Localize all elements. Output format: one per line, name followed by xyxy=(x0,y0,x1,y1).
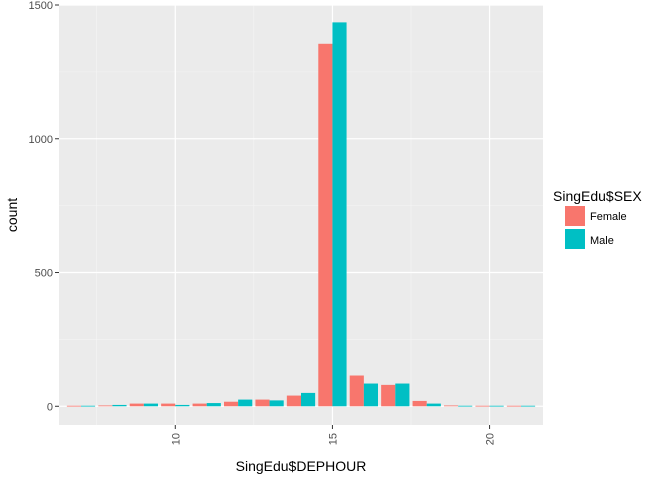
x-axis-title: SingEdu$DEPHOUR xyxy=(236,458,367,474)
bar-female-19 xyxy=(444,405,459,407)
bar-female-7 xyxy=(66,405,81,407)
legend-label-female: Female xyxy=(590,211,627,223)
bar-male-19 xyxy=(458,405,473,407)
legend-key-male xyxy=(565,229,585,249)
y-tick-label: 0 xyxy=(47,401,53,413)
x-tick-label: 10 xyxy=(170,433,182,445)
bar-female-8 xyxy=(98,405,113,407)
bar-female-11 xyxy=(192,403,207,407)
y-axis-ticks: 0 500 1000 1500 xyxy=(29,0,59,413)
x-axis-ticks: 10 15 20 xyxy=(170,425,497,445)
grid-minor xyxy=(59,5,543,425)
y-tick-label: 1000 xyxy=(29,134,53,146)
bar-female-14 xyxy=(286,395,301,407)
bar-male-14 xyxy=(301,392,316,407)
bar-female-13 xyxy=(255,399,270,407)
panel-background xyxy=(59,5,543,425)
y-tick-label: 1500 xyxy=(29,0,53,12)
bar-female-15 xyxy=(318,43,333,407)
bar-female-9 xyxy=(129,403,144,407)
legend: SingEdu$SEX Female Male xyxy=(553,188,642,249)
bar-female-21 xyxy=(506,405,521,407)
bar-male-18 xyxy=(426,403,441,407)
y-tick-label: 500 xyxy=(35,268,53,280)
bar-male-10 xyxy=(175,404,190,407)
bar-male-20 xyxy=(489,405,504,407)
bar-female-12 xyxy=(224,401,239,407)
bar-male-13 xyxy=(269,400,284,407)
bar-male-8 xyxy=(112,404,127,407)
bar-female-10 xyxy=(161,403,176,407)
legend-title: SingEdu$SEX xyxy=(553,188,642,204)
bar-male-15 xyxy=(332,22,347,407)
bar-female-20 xyxy=(475,405,490,407)
bar-male-11 xyxy=(206,403,221,407)
x-tick-label: 20 xyxy=(485,433,497,445)
bar-male-17 xyxy=(395,383,410,407)
bar-male-21 xyxy=(521,405,536,407)
legend-label-male: Male xyxy=(590,235,614,247)
bar-male-16 xyxy=(363,383,378,407)
bar-male-12 xyxy=(238,399,253,407)
bar-female-17 xyxy=(381,384,396,407)
legend-key-female xyxy=(565,206,585,226)
bar-male-9 xyxy=(143,403,158,407)
y-axis-title: count xyxy=(4,198,20,232)
bars xyxy=(66,22,536,407)
bar-male-7 xyxy=(81,405,96,407)
x-tick-label: 15 xyxy=(327,433,339,445)
bar-female-18 xyxy=(412,400,427,407)
bar-female-16 xyxy=(349,375,364,407)
